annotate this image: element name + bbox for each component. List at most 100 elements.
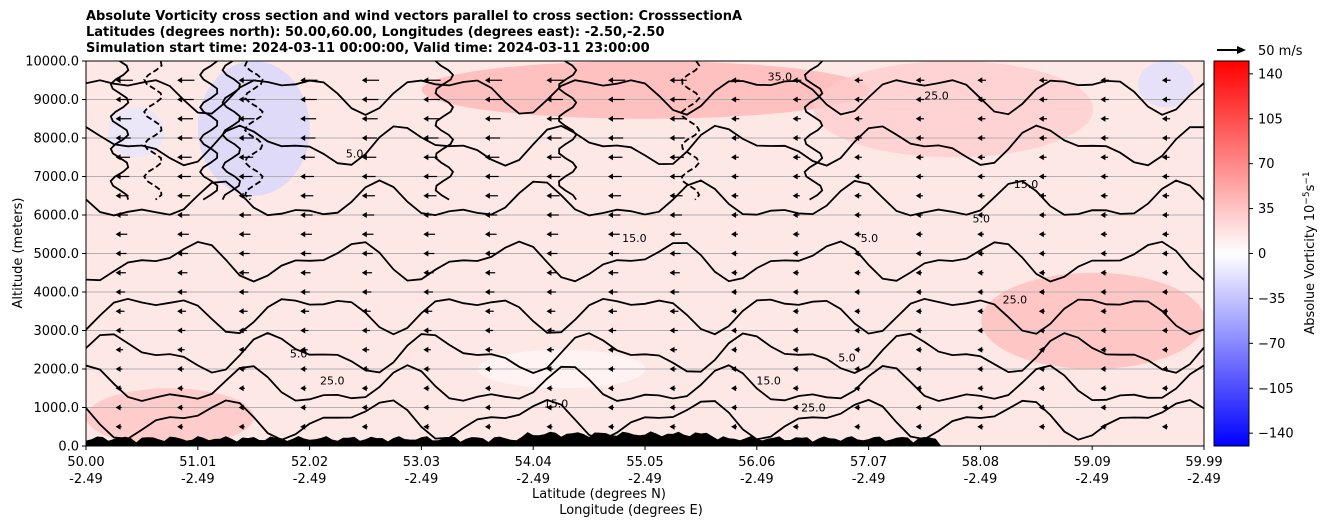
quiver-key-arrow-head [1237,46,1246,54]
x-tick-label-longitude: -2.49 [516,472,550,487]
wind-vector-head [238,135,244,141]
wind-vector-head [177,77,183,84]
wind-vector-head [300,366,306,372]
wind-vector-head [977,385,983,392]
wind-vector-head [1038,423,1044,430]
quiver-key: 50 m/s [1217,44,1303,59]
wind-vector-head [915,289,921,295]
wind-vector-head [177,154,183,161]
y-tick-label: 4000.0 [34,286,80,301]
wind-vector-head [731,366,737,372]
wind-vector-head [792,327,798,334]
wind-vector-head [669,385,675,392]
wind-vector-head [731,404,737,411]
wind-vector-head [546,250,552,257]
wind-vector-head [977,327,983,334]
contour-label: 5.0 [838,351,856,364]
colorbar-label: Absolue Vorticity 10−5s−1 [1302,171,1318,334]
wind-vector-head [484,404,490,411]
wind-vector-head [177,404,183,411]
wind-vector-head [115,404,121,411]
wind-vector-head [115,269,121,276]
contour-label: 15.0 [1014,178,1039,191]
x-tick-label-latitude: 58.08 [962,455,999,470]
wind-vector-head [1038,115,1044,122]
wind-vector-head [1038,250,1044,257]
wind-vector-head [1100,385,1106,392]
wind-vector-head [115,250,121,257]
wind-vector-head [854,154,860,161]
wind-vector-head [1038,289,1044,295]
wind-vector-head [238,192,244,199]
contour-label: 5.0 [290,347,308,360]
wind-vector-head [669,269,675,276]
wind-vector-head [177,96,183,103]
wind-vector-head [484,173,490,180]
contour-line [86,240,1204,283]
wind-vector-head [854,173,860,180]
quiver-key-label: 50 m/s [1258,44,1303,59]
wind-vector-head [484,269,490,276]
wind-vector-head [854,423,860,430]
wind-vector-head [915,96,921,103]
wind-vector-head [1100,366,1106,372]
wind-vector-head [977,212,983,218]
wind-vector-head [915,192,921,199]
wind-vector-head [731,327,737,334]
wind-vector-head [484,212,490,218]
wind-vector-head [423,77,429,84]
wind-vector-head [731,423,737,430]
x-tick-label-latitude: 51.01 [179,455,216,470]
wind-vector-head [300,423,306,430]
contour-line [803,61,824,201]
wind-vector-head [361,327,367,334]
wind-vector-head [1161,404,1167,411]
wind-vector-head [300,77,306,84]
terrain-silhouette [86,431,1204,446]
wind-vector-head [669,423,675,430]
wind-vector-head [1161,173,1167,180]
wind-vector-head [1038,366,1044,372]
x-tick-label-latitude: 50.00 [67,455,104,470]
wind-vector-head [423,423,429,430]
wind-vector-head [300,385,306,392]
wind-vector-head [423,327,429,334]
wind-vector-head [977,289,983,295]
wind-vector-head [977,115,983,122]
wind-vector-head [915,77,921,84]
wind-vector-head [1100,212,1106,218]
wind-vector-head [854,250,860,257]
x-tick-label-longitude: -2.49 [293,472,327,487]
wind-vector-head [731,346,737,353]
wind-vector-head [238,250,244,257]
wind-vector-head [361,173,367,180]
wind-vector-head [300,327,306,334]
wind-vector-head [423,154,429,161]
contour-line [86,332,1204,374]
wind-vector-head [1161,308,1167,315]
x-tick-label-longitude: -2.49 [628,472,662,487]
wind-vector-head [361,423,367,430]
wind-vector-head [669,212,675,218]
wind-vector-head [238,212,244,218]
wind-vector-head [977,423,983,430]
contour-line [86,398,1204,441]
contour-line [244,61,264,201]
wind-vector-head [177,269,183,276]
contour-line [109,61,130,200]
contour-line [86,79,1204,116]
x-tick-label-latitude: 59.99 [1185,455,1222,470]
wind-vector-head [607,385,613,392]
wind-vector-head [484,308,490,315]
wind-vector-head [361,212,367,218]
wind-vector-head [177,346,183,353]
wind-vector-head [115,366,121,372]
wind-vector-head [1100,404,1106,411]
wind-vector-head [300,289,306,295]
wind-vector-head [607,327,613,334]
wind-vector-head [115,346,121,353]
wind-vector-head [1100,250,1106,257]
colorbar-tick-label: 35 [1258,202,1275,217]
wind-vector-head [1100,96,1106,103]
wind-vector-head [1100,135,1106,141]
